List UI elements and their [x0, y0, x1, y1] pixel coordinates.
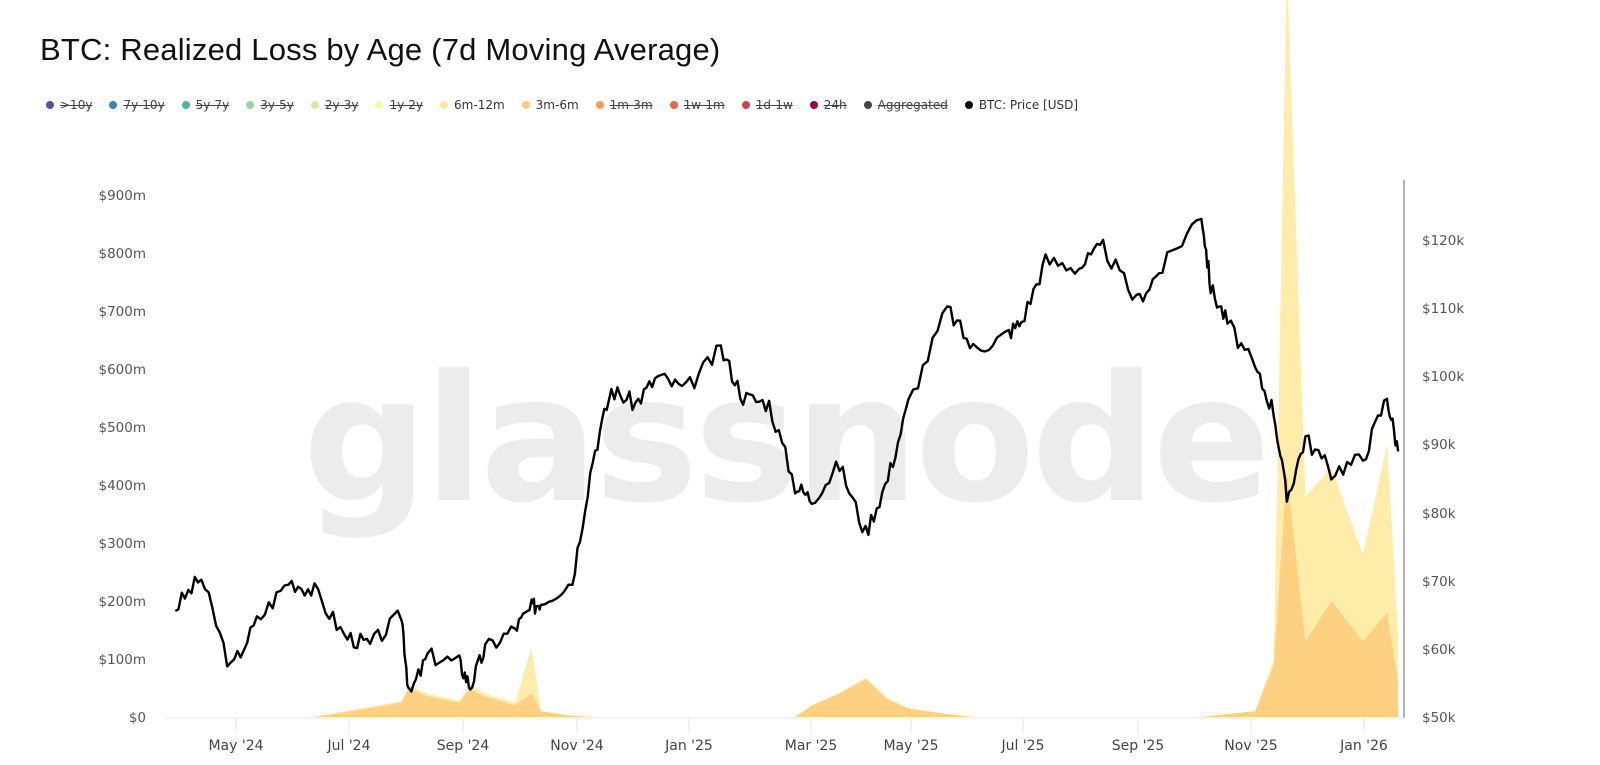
left-axis-tick: $500m	[98, 420, 146, 436]
right-axis-tick: $90k	[1422, 437, 1456, 453]
legend-dot-icon	[46, 101, 54, 109]
legend-dot-icon	[310, 101, 319, 109]
legend-item-1m-3m[interactable]: 1m-3m	[595, 98, 653, 112]
left-axis-tick: $0	[129, 710, 146, 726]
left-axis: $0 $100m $200m $300m $400m $500m $600m $…	[98, 188, 146, 726]
legend-dot-icon	[521, 101, 530, 109]
btc-price-line	[174, 217, 1400, 693]
legend-dot-icon	[109, 101, 118, 109]
x-axis-tick: Nov '24	[550, 738, 604, 754]
legend-item-btc-price[interactable]: BTC: Price [USD]	[964, 98, 1078, 112]
left-axis-tick: $900m	[98, 188, 146, 204]
x-axis-tick: Nov '25	[1224, 738, 1277, 754]
legend-dot-icon	[246, 101, 255, 109]
legend-item-24h[interactable]: 24h	[809, 98, 847, 112]
legend-item-aggregated[interactable]: Aggregated	[863, 98, 948, 112]
x-axis: May '24 Jul '24 Sep '24 Nov '24 Jan '25 …	[166, 717, 1404, 754]
legend-dot-icon	[181, 101, 190, 109]
right-axis-tick: $110k	[1422, 301, 1464, 317]
legend-dot-icon	[809, 101, 818, 109]
right-axis-tick: $70k	[1422, 574, 1456, 590]
left-axis-tick: $800m	[98, 246, 146, 262]
legend-item-1w-1m[interactable]: 1w-1m	[669, 98, 725, 112]
x-axis-tick: Jan '26	[1339, 738, 1388, 754]
area-3m-6m-series	[175, 473, 1399, 717]
legend-item-2y-3y[interactable]: 2y-3y	[310, 98, 358, 112]
left-axis-tick: $700m	[98, 304, 146, 320]
x-axis-tick: May '24	[208, 738, 263, 754]
legend-item-3y-5y[interactable]: 3y-5y	[246, 98, 294, 112]
legend-dot-icon	[964, 101, 973, 109]
right-axis: $50k $60k $70k $80k $90k $100k $110k $12…	[1403, 180, 1464, 726]
right-axis-tick: $50k	[1422, 710, 1456, 726]
left-axis-tick: $400m	[98, 478, 146, 494]
x-axis-tick: Sep '25	[1112, 738, 1165, 754]
legend-item-gt10y[interactable]: >10y	[46, 98, 92, 112]
x-axis-tick: Jul '25	[1000, 738, 1044, 754]
left-axis-tick: $100m	[98, 652, 146, 668]
legend-item-1d-1w[interactable]: 1d-1w	[741, 98, 793, 112]
right-axis-tick: $80k	[1422, 506, 1456, 522]
x-axis-tick: Jan '25	[664, 738, 713, 754]
x-axis-tick: May '25	[883, 738, 938, 754]
plot-series	[174, 0, 1400, 717]
legend-dot-icon	[375, 101, 384, 109]
left-axis-tick: $600m	[98, 362, 146, 378]
x-axis-tick: Mar '25	[785, 738, 838, 754]
x-axis-tick: Sep '24	[437, 738, 490, 754]
legend-item-5y-7y[interactable]: 5y-7y	[181, 98, 229, 112]
legend-dot-icon	[669, 101, 678, 109]
right-axis-tick: $120k	[1422, 233, 1464, 249]
watermark: glassnode	[303, 339, 1267, 542]
legend-item-7y-10y[interactable]: 7y-10y	[109, 98, 165, 112]
legend-dot-icon	[863, 101, 872, 109]
legend-item-6m-12m[interactable]: 6m-12m	[440, 98, 505, 112]
legend-dot-icon	[741, 101, 750, 109]
legend: >10y 7y-10y 5y-7y 3y-5y 2y-3y 1y-2y 6m-1…	[46, 98, 1095, 112]
right-axis-tick: $60k	[1422, 642, 1456, 658]
legend-dot-icon	[595, 101, 604, 109]
legend-item-3m-6m[interactable]: 3m-6m	[521, 98, 579, 112]
left-axis-tick: $200m	[98, 594, 146, 610]
chart-title: BTC: Realized Loss by Age (7d Moving Ave…	[40, 32, 721, 67]
left-axis-tick: $300m	[98, 536, 146, 552]
x-axis-tick: Jul '24	[326, 738, 370, 754]
legend-item-1y-2y[interactable]: 1y-2y	[375, 98, 423, 112]
legend-dot-icon	[440, 101, 449, 109]
right-axis-tick: $100k	[1422, 369, 1464, 385]
